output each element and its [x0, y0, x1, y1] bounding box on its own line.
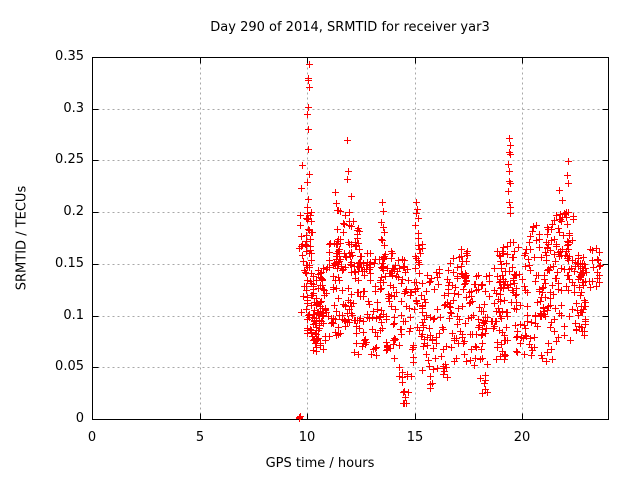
x-axis-label: GPS time / hours: [265, 456, 375, 471]
x-tick-label: 10: [298, 430, 316, 445]
x-tick-label: 5: [195, 430, 205, 445]
axis-ticks: [92, 57, 609, 420]
y-tick-label: 0.3: [63, 101, 84, 116]
y-tick-label: 0.35: [55, 49, 84, 64]
y-tick-label: 0: [75, 411, 84, 426]
y-tick-label: 0.25: [55, 152, 84, 167]
y-axis-label: SRMTID / TECUs: [14, 185, 30, 291]
y-tick-label: 0.1: [63, 308, 84, 323]
y-tick-label: 0.15: [55, 256, 84, 271]
plot-border: [92, 57, 609, 420]
x-tick-label: 15: [406, 430, 424, 445]
chart-title: Day 290 of 2014, SRMTID for receiver yar…: [210, 20, 490, 35]
x-tick-label: 20: [513, 430, 531, 445]
x-tick-label: 0: [87, 430, 97, 445]
y-tick-label: 0.2: [63, 204, 84, 219]
y-tick-label: 0.05: [55, 359, 84, 374]
data-points: [296, 61, 604, 422]
